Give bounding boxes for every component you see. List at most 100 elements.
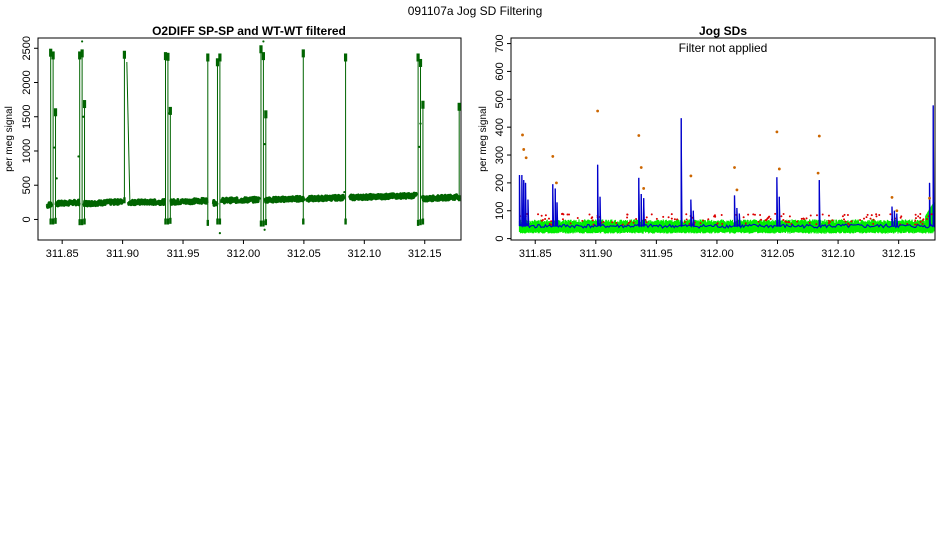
right-x-tick-label: 312.15 <box>882 248 916 260</box>
right-orange-point <box>555 181 558 185</box>
right-red-point <box>676 218 679 221</box>
left-jog-cluster <box>418 58 423 67</box>
left-jog-bottom <box>80 219 84 226</box>
left-outlier-point <box>81 40 84 43</box>
right-red-point <box>875 215 878 218</box>
right-y-tick-label: 500 <box>494 90 506 108</box>
right-red-point <box>592 223 595 226</box>
left-outlier-point <box>262 40 265 43</box>
right-orange-point <box>777 167 781 171</box>
right-x-tick-label: 311.85 <box>519 248 552 260</box>
right-red-point <box>662 215 665 218</box>
left-jog-bottom <box>83 218 86 225</box>
right-red-point <box>843 218 846 221</box>
right-orange-point <box>642 187 646 190</box>
right-red-point <box>588 213 591 216</box>
right-red-point <box>673 218 676 221</box>
right-red-point <box>769 218 772 221</box>
right-red-point <box>782 212 785 215</box>
left-jog-bottom <box>302 218 305 225</box>
right-red-point <box>629 220 632 223</box>
left-y-axis-label: per meg signal <box>4 106 15 172</box>
right-red-point <box>919 213 922 216</box>
left-jog-cluster <box>53 108 58 117</box>
left-baseline-series <box>211 199 219 207</box>
right-data-layer <box>518 105 935 234</box>
right-red-point <box>645 216 648 219</box>
right-red-point <box>869 217 872 220</box>
right-chart-title: Jog SDs <box>699 24 747 38</box>
left-jog-cluster <box>416 53 420 62</box>
right-red-point <box>919 220 922 223</box>
right-red-point <box>714 215 717 218</box>
left-baseline-series <box>54 198 81 208</box>
right-y-tick-label: 400 <box>494 118 506 136</box>
right-orange-point <box>524 156 528 160</box>
left-outlier-point <box>77 155 80 158</box>
right-y-tick-label: 700 <box>494 34 506 52</box>
right-red-point <box>914 217 917 220</box>
right-red-point <box>788 215 791 218</box>
left-jog-bottom <box>54 217 57 224</box>
left-data-layer <box>45 40 461 235</box>
right-red-point <box>537 213 540 216</box>
left-outlier-point <box>53 146 56 149</box>
right-red-point <box>878 214 881 217</box>
right-red-point <box>859 218 862 221</box>
right-red-point <box>900 215 903 218</box>
right-axes: 311.85 311.90 311.95 312.00 312.05 312.10 312.… <box>494 34 915 260</box>
right-red-point <box>768 215 771 218</box>
right-red-point <box>626 216 629 219</box>
right-red-point <box>742 216 745 219</box>
right-red-point <box>760 218 763 221</box>
left-jog-bottom <box>344 218 347 225</box>
right-red-point <box>843 213 846 216</box>
right-red-point <box>544 218 547 221</box>
right-red-point <box>846 213 849 216</box>
left-x-tick-label: 311.95 <box>167 248 200 260</box>
left-jog-bottom <box>264 219 268 226</box>
left-jog-bottom <box>78 219 81 226</box>
left-y-tick-label: 2500 <box>21 36 33 60</box>
right-orange-point <box>689 174 693 178</box>
left-jog-cluster <box>51 51 55 60</box>
left-outlier-point <box>82 115 85 118</box>
left-outlier-point <box>168 112 171 115</box>
right-red-point <box>591 219 594 222</box>
left-jog-cluster <box>261 52 265 61</box>
right-red-point <box>747 213 750 216</box>
left-jog-cluster <box>457 102 461 111</box>
left-jog-bottom <box>51 218 55 225</box>
right-red-point <box>922 218 925 221</box>
right-x-tick-label: 311.95 <box>640 248 673 260</box>
right-red-point <box>561 218 564 221</box>
left-outlier-point <box>343 190 346 194</box>
right-red-point <box>774 212 777 215</box>
left-y-tick-label: 0 <box>21 216 33 222</box>
left-baseline-series <box>127 198 167 207</box>
left-jog-cluster <box>301 49 305 58</box>
right-red-point <box>759 213 762 216</box>
right-red-point <box>872 218 875 221</box>
left-outlier-point <box>263 228 266 231</box>
left-jog-cluster <box>166 52 170 61</box>
right-red-point <box>906 222 909 225</box>
left-baseline-series <box>169 196 209 206</box>
right-red-point <box>615 221 618 224</box>
right-y-axis-label: per meg signal <box>478 106 489 172</box>
left-jog-bottom <box>123 197 126 204</box>
right-red-point <box>780 215 783 218</box>
right-red-point <box>753 213 756 216</box>
left-baseline-series <box>420 193 461 203</box>
left-outlier-point <box>263 143 266 146</box>
right-red-point <box>850 220 853 223</box>
left-jog-cluster <box>206 53 210 62</box>
left-jog-cluster <box>421 100 425 109</box>
left-jog-bottom <box>457 195 461 202</box>
right-orange-point <box>637 134 641 137</box>
left-jog-cluster <box>78 51 82 60</box>
right-orange-point <box>928 196 931 200</box>
left-plot-frame <box>37 37 462 241</box>
left-y-tick-label: 500 <box>21 176 33 194</box>
left-jog-cluster <box>163 52 168 61</box>
